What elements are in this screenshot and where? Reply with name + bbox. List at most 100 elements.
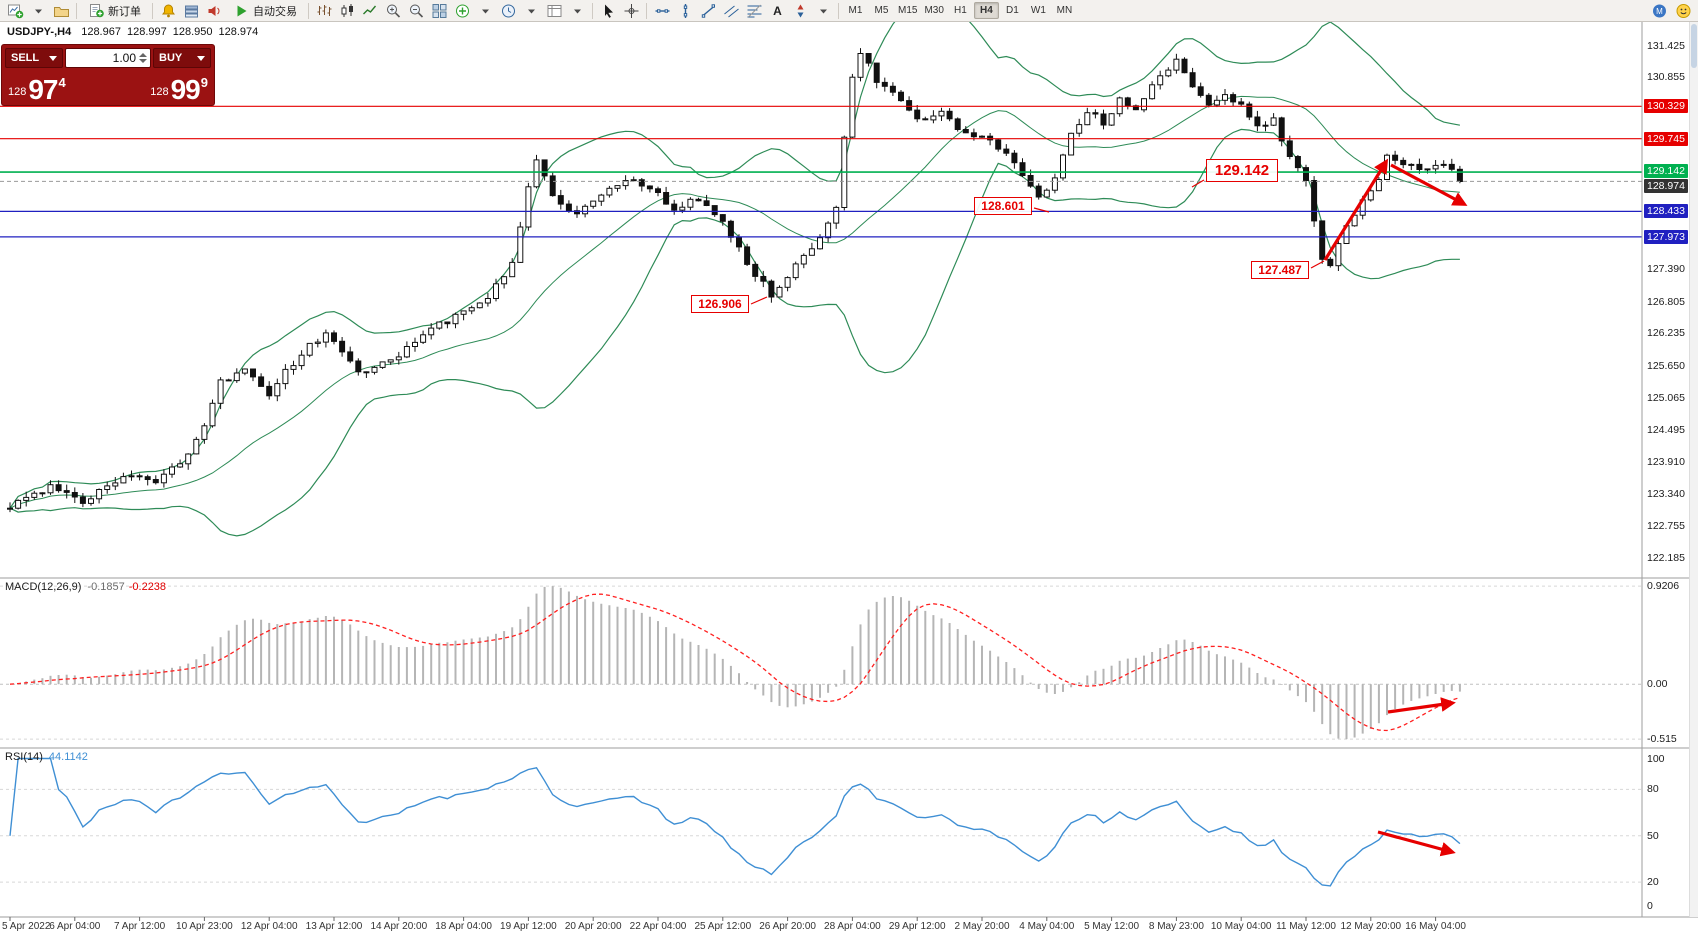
timeframe-button-mn[interactable]: MN (1056, 5, 1073, 16)
ohlc-high: 128.997 (126, 26, 167, 38)
ask-pips: 99 (170, 74, 201, 106)
timeframe-button-m30[interactable]: M30 (924, 5, 944, 16)
time-axis-label: 10 May 04:00 (1210, 921, 1272, 932)
sell-button[interactable]: SELL (5, 48, 63, 68)
time-axis-label: 14 Apr 20:00 (370, 921, 428, 932)
chart-symbol-info: USDJPY-,H4 128.967 128.997 128.950 128.974 (7, 26, 264, 38)
toolbar-separator (308, 2, 309, 19)
timeframe-button-m15[interactable]: M15 (898, 5, 918, 16)
trendline-icon[interactable] (697, 1, 719, 20)
templates-dropdown-icon[interactable] (566, 1, 588, 20)
timeframe-button-w1[interactable]: W1 (1030, 5, 1046, 16)
text-icon[interactable]: A (766, 1, 788, 20)
sounds-icon[interactable] (203, 1, 225, 20)
auto-trading-button[interactable]: 自动交易 (226, 1, 304, 20)
buy-button[interactable]: BUY (153, 48, 211, 68)
rsi-axis-label: 20 (1647, 876, 1659, 889)
line-chart-mode-icon[interactable] (359, 1, 381, 20)
time-axis-label: 19 Apr 12:00 (500, 921, 557, 932)
rsi-line (9, 757, 1461, 887)
rsi-arrow (1377, 830, 1456, 857)
time-axis-label: 22 Apr 04:00 (629, 921, 687, 932)
time-axis-label: 2 May 20:00 (954, 921, 1010, 932)
price-callout-127487[interactable]: 127.487 (1251, 261, 1309, 279)
periods-icon[interactable] (497, 1, 519, 20)
ohlc-close: 128.974 (218, 26, 259, 38)
price-callout-128601[interactable]: 128.601 (974, 197, 1032, 215)
price-axis-label: 123.910 (1647, 456, 1685, 469)
macd-axis-label: 0.9206 (1647, 580, 1680, 593)
profiles-icon[interactable] (50, 1, 72, 20)
price-axis-label: 127.390 (1647, 263, 1685, 276)
templates-icon[interactable] (543, 1, 565, 20)
community-icon[interactable]: M (1648, 1, 1670, 20)
svg-text:M: M (1656, 7, 1663, 16)
bar-chart-mode-icon[interactable] (313, 1, 335, 20)
price-tag-129745: 129.745 (1644, 131, 1688, 146)
timeframe-button-h1[interactable]: H1 (954, 5, 967, 16)
volume-value: 1.00 (112, 51, 136, 65)
trend-arrow-up (1323, 158, 1389, 261)
indicators-dropdown-icon[interactable] (474, 1, 496, 20)
crosshair-icon[interactable] (620, 1, 642, 20)
time-axis-label: 12 Apr 04:00 (240, 921, 298, 932)
chart-window: USDJPY-,H4 128.967 128.997 128.950 128.974 S… (0, 22, 1698, 937)
fibonacci-icon[interactable] (743, 1, 765, 20)
timeframe-button-m5[interactable]: M5 (874, 5, 889, 16)
periods-dropdown-icon[interactable] (520, 1, 542, 20)
indicators-icon[interactable] (451, 1, 473, 20)
macd-signal-value: -0.2238 (128, 581, 167, 593)
vertical-line-icon[interactable] (674, 1, 696, 20)
volume-spinner[interactable] (139, 53, 148, 63)
ohlc-low: 128.950 (172, 26, 213, 38)
price-axis-label: 125.065 (1647, 392, 1685, 405)
ask-price[interactable]: 128 99 9 (150, 70, 208, 106)
bid-point: 4 (58, 75, 66, 90)
toolbar-separator (646, 2, 647, 19)
scrollbar-thumb[interactable] (1691, 24, 1697, 68)
time-axis-label: 25 Apr 12:00 (694, 921, 752, 932)
tile-windows-icon[interactable] (428, 1, 450, 20)
symbol-period-label: USDJPY-,H4 (7, 26, 72, 38)
cursor-icon[interactable] (597, 1, 619, 20)
price-tag-127973: 127.973 (1644, 229, 1688, 244)
time-axis-label: 8 May 23:00 (1148, 921, 1204, 932)
new-chart-dropdown-icon[interactable] (27, 1, 49, 20)
smiley-icon[interactable] (1672, 1, 1694, 20)
price-axis-label: 122.185 (1647, 551, 1685, 564)
horizontal-line-icon[interactable] (651, 1, 673, 20)
new-chart-icon[interactable] (4, 1, 26, 20)
equidistant-channel-icon[interactable] (720, 1, 742, 20)
macd-axis-label: -0.515 (1647, 733, 1677, 746)
price-axis-label: 130.855 (1647, 71, 1685, 84)
toolbar-separator (592, 2, 593, 19)
bid-integer: 128 (8, 86, 27, 98)
candlestick-mode-icon[interactable] (336, 1, 358, 20)
objects-dropdown-icon[interactable] (812, 1, 834, 20)
zoom-in-icon[interactable] (382, 1, 404, 20)
buy-dropdown-caret-icon[interactable] (197, 55, 205, 61)
arrows-icon[interactable] (789, 1, 811, 20)
vertical-scrollbar[interactable] (1689, 22, 1698, 917)
macd-signal-line (9, 593, 1461, 732)
price-tag-130329: 130.329 (1644, 99, 1688, 114)
timeframe-button-m1[interactable]: M1 (848, 5, 863, 16)
new-order-button[interactable]: 新订单 (81, 1, 148, 20)
bid-price[interactable]: 128 97 4 (8, 70, 66, 106)
price-axis-label: 125.650 (1647, 359, 1685, 372)
market-depth-icon[interactable] (180, 1, 202, 20)
rsi-name: RSI(14) (5, 751, 43, 763)
price-callout-129142[interactable]: 129.142 (1206, 159, 1278, 182)
ask-integer: 128 (150, 86, 169, 98)
alerts-icon[interactable] (157, 1, 179, 20)
timeframe-button-h4[interactable]: H4 (973, 2, 999, 19)
sell-dropdown-caret-icon[interactable] (49, 55, 57, 61)
bid-pips: 97 (28, 74, 58, 106)
zoom-out-icon[interactable] (405, 1, 427, 20)
price-callout-126906[interactable]: 126.906 (691, 295, 749, 313)
timeframe-button-d1[interactable]: D1 (1006, 5, 1019, 16)
toolbar-separator (838, 2, 839, 19)
volume-input[interactable]: 1.00 (65, 48, 151, 68)
